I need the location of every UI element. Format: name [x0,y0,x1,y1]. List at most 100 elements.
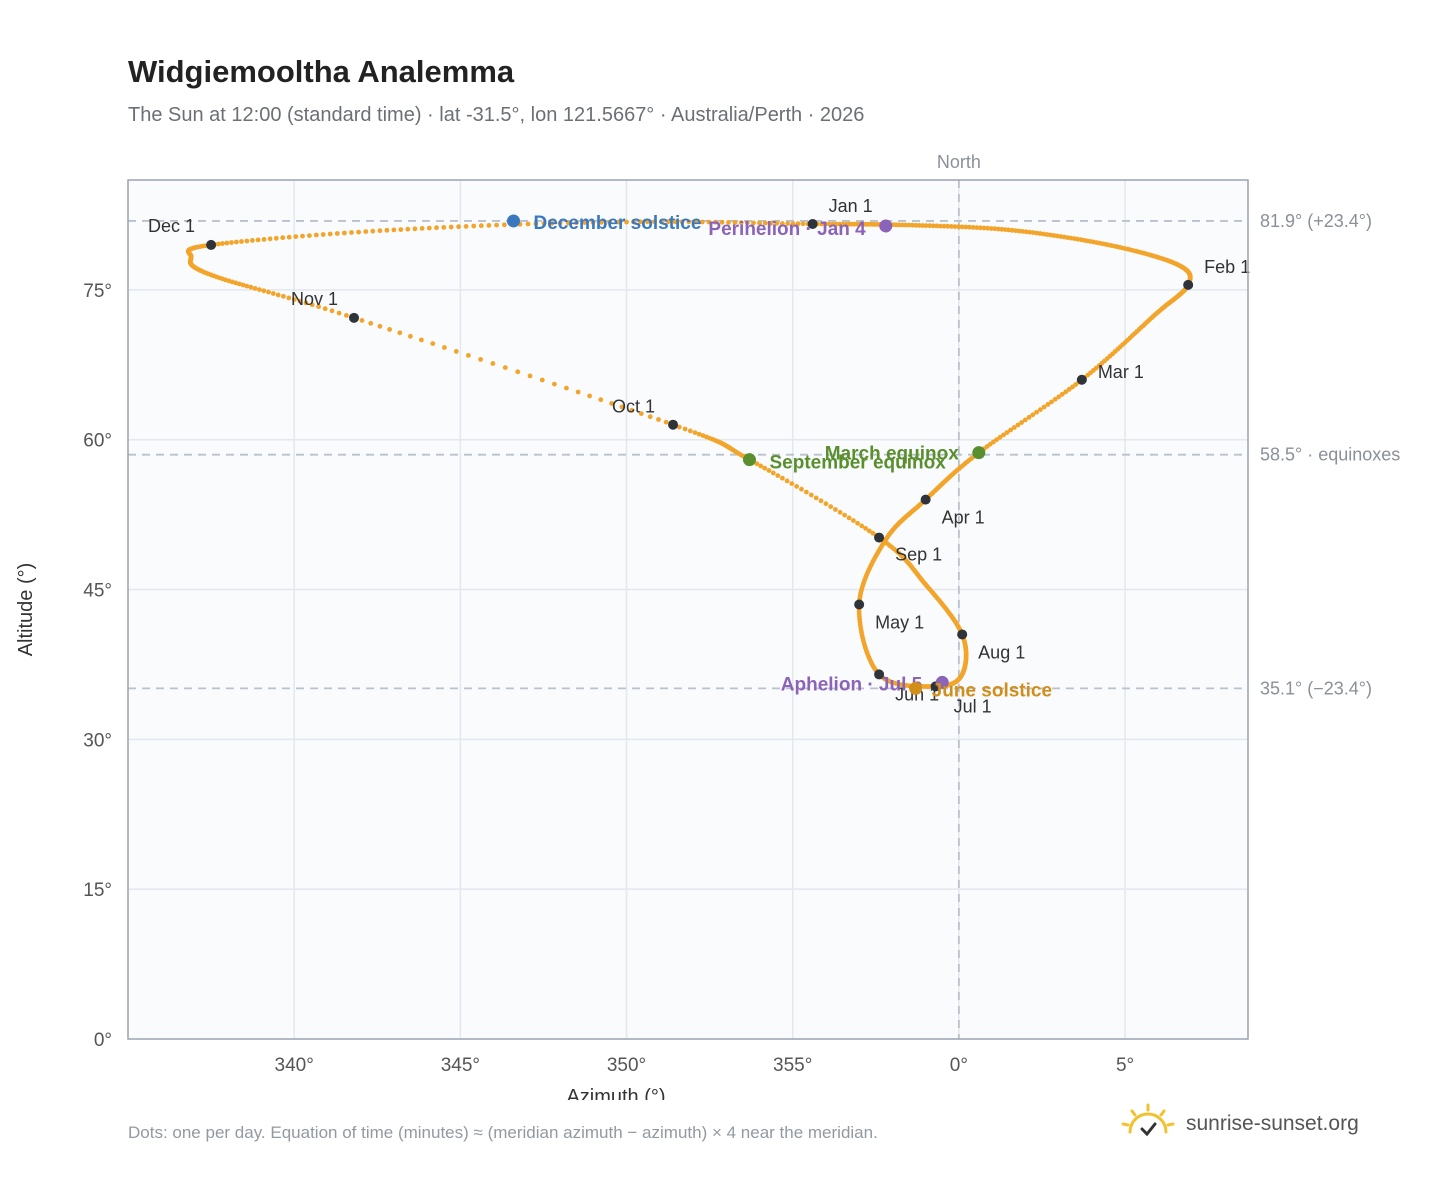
daily-sun-dot [329,308,335,314]
daily-sun-dot [334,231,340,236]
daily-sun-dot [948,224,954,229]
month-marker-dot [206,239,217,250]
daily-sun-dot [463,224,469,229]
daily-sun-dot [818,498,824,504]
month-marker-label: Jan 1 [829,196,873,216]
daily-sun-dot [754,461,760,467]
daily-sun-dot [490,361,496,366]
daily-sun-dot [920,223,926,228]
daily-sun-dot [629,407,635,413]
daily-sun-dot [910,222,915,228]
daily-sun-dot [823,221,828,227]
daily-sun-dot [448,224,454,230]
daily-sun-dot [286,295,292,301]
daily-sun-dot [527,373,533,379]
daily-sun-dot [663,419,669,425]
daily-sun-dot [275,292,281,298]
daily-sun-dot [696,431,702,437]
daily-sun-dot [679,219,685,225]
daily-sun-dot [1013,228,1018,234]
daily-sun-dot [985,225,990,231]
daily-sun-dot [270,291,276,296]
daily-sun-dot [533,221,539,227]
daily-sun-dot [478,357,483,362]
daily-sun-dot [823,501,829,507]
daily-sun-dot [564,385,569,391]
y-axis-label: Altitude (°) [15,563,37,657]
daily-sun-dot [342,230,347,236]
daily-sun-dot [758,463,764,469]
daily-sun-dot [391,227,397,233]
daily-sun-dot [313,232,319,238]
daily-sun-dot [587,393,592,399]
plot-frame [127,179,1249,1040]
daily-sun-dot [1044,232,1050,237]
event-markers: December solstice Perihelion · Jan 4 March… [507,213,1052,701]
month-marker-label: Apr 1 [942,508,985,528]
reference-line-label: 81.9° (+23.4°) [1260,211,1372,231]
daily-sun-dot [598,397,604,403]
daily-sun-dot [967,224,972,230]
daily-sun-dot [956,224,961,230]
daily-sun-dot [1066,386,1072,392]
daily-sun-dot [934,223,940,229]
daily-sun-dot [1070,384,1075,390]
daily-sun-dot [652,219,657,225]
daily-sun-dot [408,333,413,339]
daily-sun-dot [303,300,309,306]
daily-sun-dot [693,219,698,225]
daily-sun-dot [1016,228,1022,234]
daily-sun-dot [539,377,545,383]
daily-sun-dot [800,221,806,227]
month-marker-label: Sep 1 [895,545,942,565]
daily-sun-dot [471,223,477,229]
daily-sun-dot [224,240,230,246]
event-marker-dot [935,675,949,689]
daily-sun-dot [978,225,983,231]
event-marker-label: December solstice [534,213,702,234]
daily-sun-dot [377,323,383,329]
daily-sun-dot [992,226,998,232]
month-marker-label: Feb 1 [1204,257,1250,277]
daily-sun-dot [645,219,650,225]
daily-sun-dot [938,223,943,229]
month-marker-label: Oct 1 [612,397,655,417]
daily-sun-dot [819,221,824,227]
daily-sun-dot [726,220,731,225]
daily-sun-dot [795,221,801,227]
month-marker-dot [1076,374,1087,385]
daily-sun-dot [426,225,432,231]
daily-sun-dot [1023,229,1029,235]
daily-sun-dot [870,530,876,536]
daily-sun-dot [775,473,781,478]
daily-sun-dot [419,337,424,343]
daily-sun-dot [1059,391,1065,397]
daily-sun-dot [624,219,629,225]
daily-sun-dot [682,426,688,432]
daily-sun-dot [866,528,872,534]
daily-sun-dot [745,220,750,226]
daily-sun-dot [456,224,461,230]
daily-sun-dot [738,220,744,226]
daily-sun-dot [916,223,922,228]
brand-name[interactable]: sunrise-sunset.org [1186,1112,1359,1135]
daily-sun-dot [387,327,392,332]
daily-sun-dot [257,287,262,292]
daily-sun-dot [779,221,785,226]
daily-sun-dot [700,433,706,438]
analemma-chart: 81.9° (+23.4°) 58.5° · equinoxes 35.1° (−2… [15,152,1400,1100]
event-marker-label: September equinox [769,453,946,474]
daily-sun-dot [255,237,261,243]
daily-sun-dot [859,523,865,529]
daily-sun-dot [229,240,234,245]
daily-sun-dot [768,220,774,226]
daily-sun-dot [286,234,292,240]
month-marker-label: May 1 [875,613,924,633]
plot-area [128,180,1248,1039]
daily-sun-dot [320,232,326,237]
brand[interactable]: sunrise-sunset.org [1120,1102,1359,1146]
y-axis-ticks: 0° 15° 30° 45° 60° 75° [83,281,112,1051]
daily-sun-dot [799,486,804,492]
daily-sun-dot [297,298,303,304]
daily-sun-dot [770,470,776,476]
